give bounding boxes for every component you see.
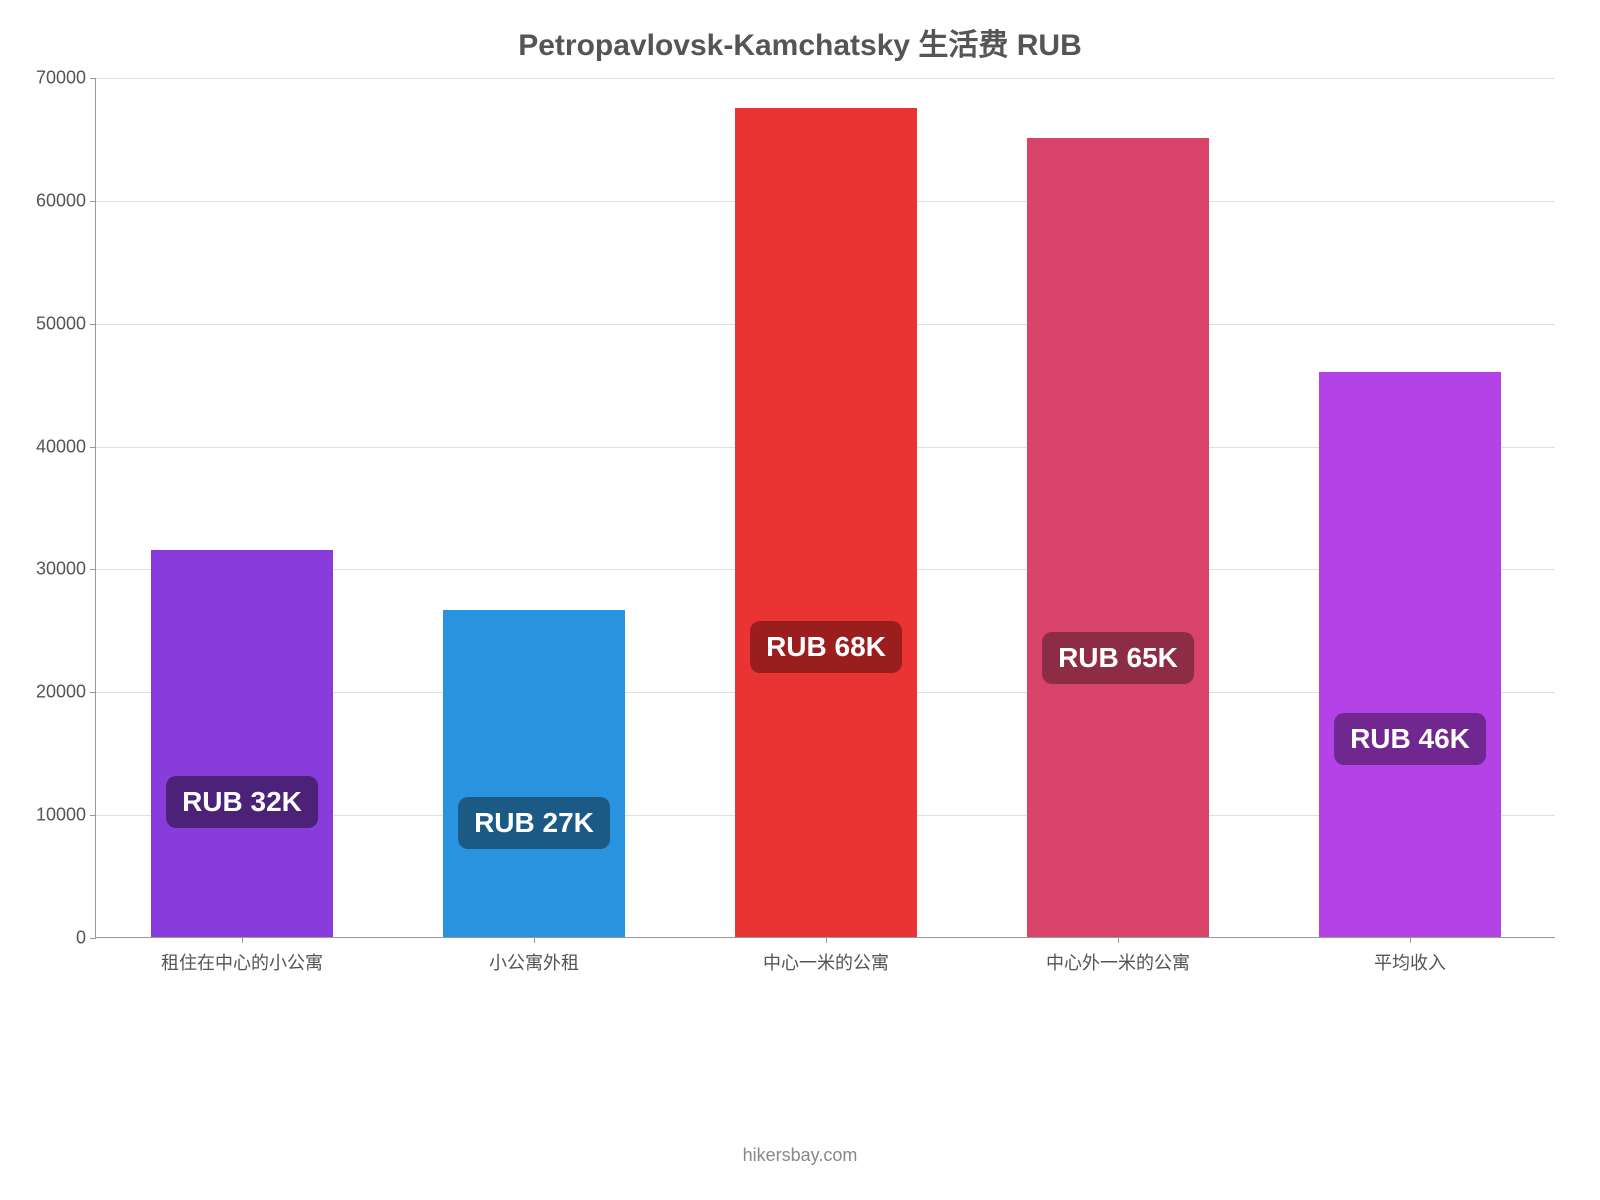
- bar-value-badge: RUB 46K: [1334, 713, 1486, 765]
- bar: RUB 65K: [1027, 138, 1208, 937]
- xtick-label: 中心一米的公寓: [763, 949, 889, 975]
- chart-title: Petropavlovsk-Kamchatsky 生活费 RUB: [0, 20, 1600, 64]
- bar: RUB 32K: [151, 550, 332, 937]
- bar-slot: RUB 46K: [1319, 78, 1500, 937]
- bar-value-badge: RUB 32K: [166, 776, 318, 828]
- xtick-label: 中心外一米的公寓: [1046, 949, 1190, 975]
- ytick-label: 60000: [36, 190, 96, 211]
- bar-value-badge: RUB 65K: [1042, 632, 1194, 684]
- ytick-label: 10000: [36, 805, 96, 826]
- xtick-mark: [826, 937, 827, 943]
- bar-slot: RUB 27K: [443, 78, 624, 937]
- plot-area: 010000200003000040000500006000070000租住在中…: [95, 78, 1555, 938]
- xtick-label: 租住在中心的小公寓: [161, 949, 323, 975]
- ytick-label: 20000: [36, 682, 96, 703]
- bar: RUB 68K: [735, 108, 916, 937]
- xtick-mark: [534, 937, 535, 943]
- bar-value-badge: RUB 27K: [458, 797, 610, 849]
- bar: RUB 27K: [443, 610, 624, 937]
- ytick-label: 50000: [36, 313, 96, 334]
- bar-slot: RUB 68K: [735, 78, 916, 937]
- xtick-mark: [1118, 937, 1119, 943]
- xtick-label: 小公寓外租: [489, 949, 579, 975]
- bar-value-badge: RUB 68K: [750, 621, 902, 673]
- xtick-label: 平均收入: [1374, 949, 1446, 975]
- chart-container: Petropavlovsk-Kamchatsky 生活费 RUB 0100002…: [0, 0, 1600, 1200]
- ytick-label: 0: [76, 928, 96, 949]
- ytick-label: 40000: [36, 436, 96, 457]
- attribution-text: hikersbay.com: [0, 1145, 1600, 1166]
- xtick-mark: [1410, 937, 1411, 943]
- bar: RUB 46K: [1319, 372, 1500, 937]
- bar-slot: RUB 65K: [1027, 78, 1208, 937]
- ytick-label: 70000: [36, 68, 96, 89]
- xtick-mark: [242, 937, 243, 943]
- bar-slot: RUB 32K: [151, 78, 332, 937]
- ytick-label: 30000: [36, 559, 96, 580]
